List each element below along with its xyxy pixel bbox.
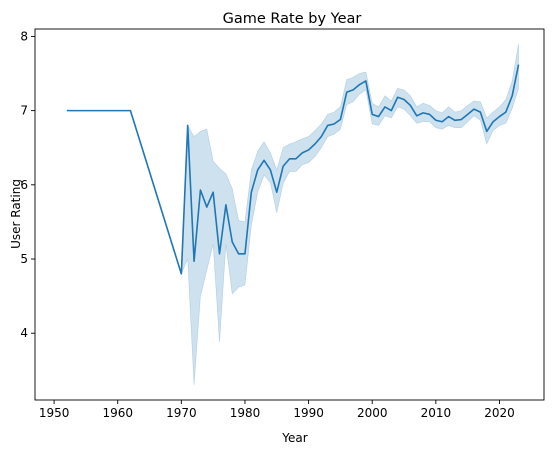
x-tick-label: 2010 bbox=[421, 406, 452, 420]
y-tick-label: 7 bbox=[20, 104, 28, 118]
x-tick-label: 1970 bbox=[166, 406, 197, 420]
x-tick-label: 2020 bbox=[484, 406, 515, 420]
chart-title: Game Rate by Year bbox=[223, 11, 362, 27]
y-tick-label: 5 bbox=[20, 252, 28, 266]
y-tick-label: 8 bbox=[20, 29, 28, 43]
x-axis-label: Year bbox=[281, 431, 307, 445]
y-tick-label: 6 bbox=[20, 178, 28, 192]
y-axis-label: User Rating bbox=[9, 179, 23, 249]
x-tick-label: 1980 bbox=[230, 406, 261, 420]
x-tick-label: 1950 bbox=[39, 406, 70, 420]
plot-frame bbox=[34, 28, 545, 401]
x-tick-label: 1990 bbox=[293, 406, 324, 420]
series-line-layer bbox=[66, 64, 520, 275]
y-axis: 4 5 6 7 8 bbox=[20, 29, 35, 340]
x-tick-label: 1960 bbox=[102, 406, 133, 420]
rating-line bbox=[66, 64, 520, 275]
x-tick-label: 2000 bbox=[357, 406, 388, 420]
y-tick-label: 4 bbox=[20, 326, 28, 340]
x-axis: 1950 1960 1970 1980 1990 2000 2010 2020 bbox=[39, 400, 515, 420]
